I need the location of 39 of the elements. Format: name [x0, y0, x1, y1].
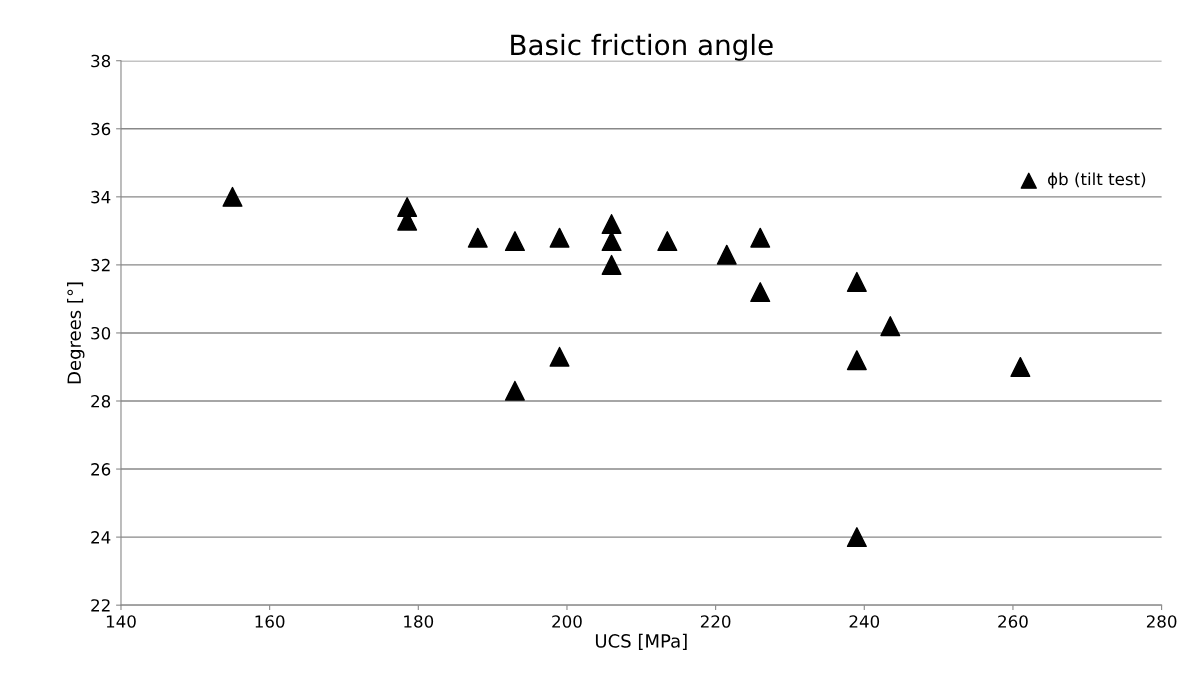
point: [1010, 356, 1031, 377]
y-tick-label: 34: [91, 190, 111, 204]
point: [846, 271, 867, 292]
point: [549, 346, 570, 367]
legend-label: ϕb (tilt test): [1048, 172, 1146, 189]
point: [601, 231, 622, 252]
y-axis-title: Degrees [°]: [67, 282, 85, 384]
y-tick-label: 26: [91, 463, 111, 476]
y-tick-label: 36: [91, 122, 111, 136]
point: [222, 186, 243, 207]
x-tick-label: 160: [255, 615, 285, 628]
y-tick-label: 30: [91, 326, 111, 340]
chart-title: Basic friction angle: [511, 33, 773, 61]
x-tick-label: 260: [998, 615, 1028, 628]
x-tick-label: 220: [700, 615, 731, 628]
point: [716, 244, 737, 265]
x-axis-title: UCS [MPa]: [595, 633, 687, 650]
point: [657, 231, 678, 252]
point: [750, 227, 771, 248]
x-tick-label: 280: [1146, 615, 1177, 628]
y-tick-label: 38: [91, 54, 111, 68]
point: [549, 227, 570, 248]
x-tick-label: 180: [404, 615, 434, 628]
point: [846, 350, 867, 371]
point: [750, 282, 771, 303]
point: [467, 227, 488, 248]
point: [846, 527, 867, 548]
x-tick-label: 200: [552, 615, 582, 628]
y-tick-label: 32: [91, 258, 110, 272]
y-tick-label: 22: [91, 599, 110, 612]
point: [601, 254, 622, 275]
x-tick-label: 240: [849, 615, 880, 628]
point: [504, 231, 525, 252]
point: [880, 316, 901, 337]
point: [504, 380, 525, 401]
x-tick-label: 140: [106, 615, 136, 628]
y-tick-label: 24: [91, 531, 111, 544]
y-tick-label: 28: [91, 394, 111, 408]
point: [601, 214, 622, 235]
